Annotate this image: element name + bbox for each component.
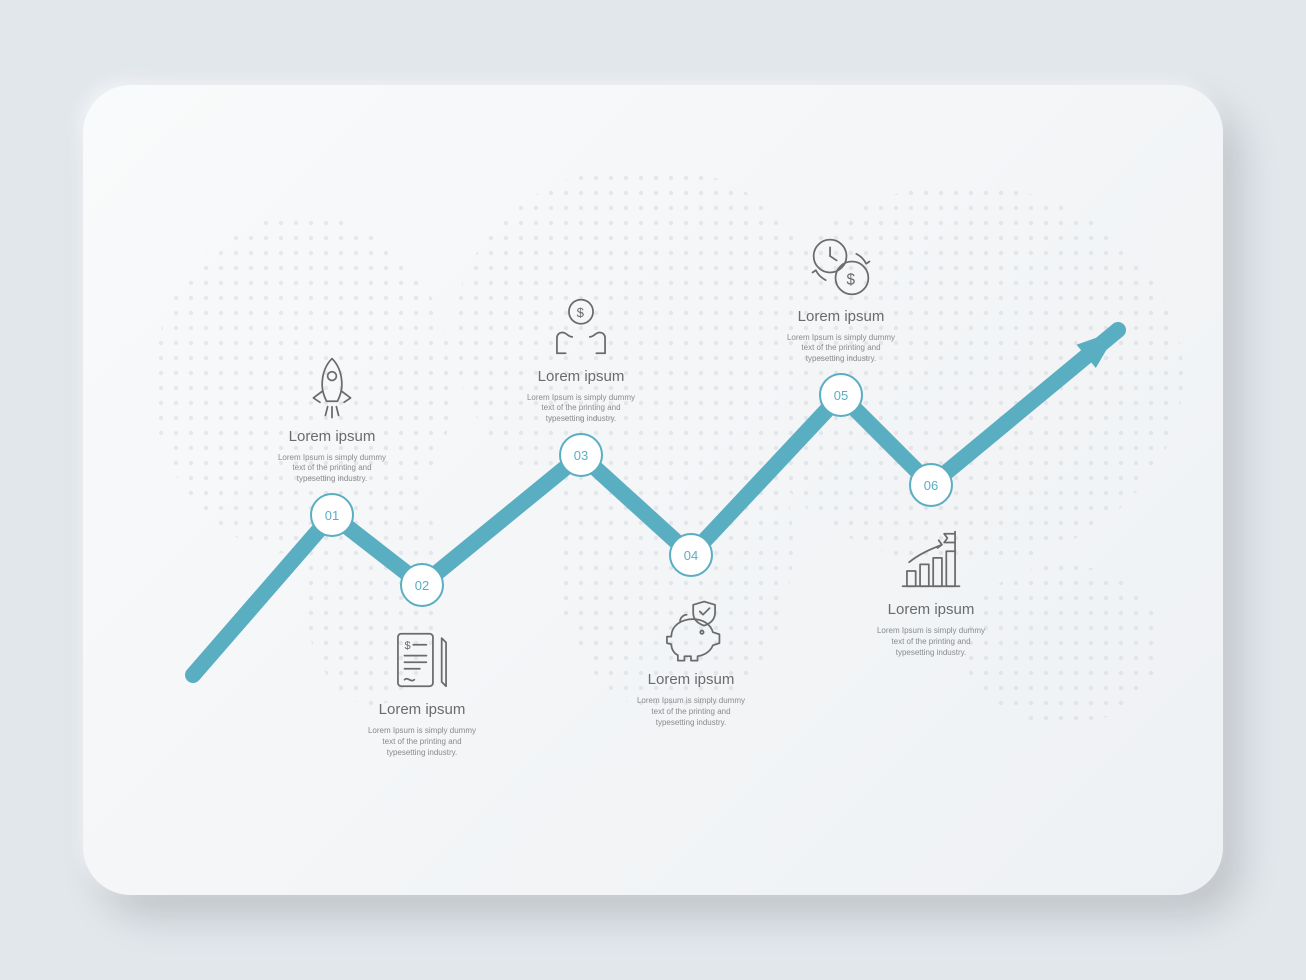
step-body: Lorem Ipsum is simply dummy text of the … — [636, 696, 746, 728]
milestone-node-01: 01 — [310, 493, 354, 537]
step-title: Lorem ipsum — [496, 368, 666, 385]
rocket-icon — [247, 342, 417, 422]
invoice-icon: $ — [337, 615, 507, 695]
milestone-node-04: 04 — [669, 533, 713, 577]
step-block-06: Lorem ipsum Lorem Ipsum is simply dummy … — [846, 515, 1016, 658]
svg-text:$: $ — [577, 305, 585, 320]
step-title: Lorem ipsum — [756, 308, 926, 325]
milestone-node-06: 06 — [909, 463, 953, 507]
step-body: Lorem Ipsum is simply dummy text of the … — [277, 453, 387, 485]
step-body: Lorem Ipsum is simply dummy text of the … — [786, 333, 896, 365]
svg-text:$: $ — [405, 640, 411, 652]
step-block-04: Lorem ipsum Lorem Ipsum is simply dummy … — [606, 585, 776, 728]
svg-text:$: $ — [846, 271, 855, 288]
step-title: Lorem ipsum — [247, 428, 417, 445]
step-body: Lorem Ipsum is simply dummy text of the … — [876, 626, 986, 658]
growth-arrow — [83, 85, 1223, 895]
step-block-05: $ Lorem ipsum Lorem Ipsum is simply dumm… — [756, 222, 926, 365]
milestone-node-02: 02 — [400, 563, 444, 607]
step-block-01: Lorem ipsum Lorem Ipsum is simply dummy … — [247, 342, 417, 485]
hands-coin-icon: $ — [496, 282, 666, 362]
milestone-node-05: 05 — [819, 373, 863, 417]
step-body: Lorem Ipsum is simply dummy text of the … — [526, 393, 636, 425]
piggy-shield-icon — [606, 585, 776, 665]
milestone-node-03: 03 — [559, 433, 603, 477]
step-title: Lorem ipsum — [846, 601, 1016, 618]
infographic-card: 01 Lorem ipsum Lorem Ipsum is simply dum… — [83, 85, 1223, 895]
step-title: Lorem ipsum — [337, 701, 507, 718]
step-title: Lorem ipsum — [606, 671, 776, 688]
time-money-icon: $ — [756, 222, 926, 302]
bar-flag-icon — [846, 515, 1016, 595]
step-body: Lorem Ipsum is simply dummy text of the … — [367, 726, 477, 758]
step-block-03: $ Lorem ipsum Lorem Ipsum is simply dumm… — [496, 282, 666, 425]
step-block-02: $ Lorem ipsum Lorem Ipsum is simply dumm… — [337, 615, 507, 758]
